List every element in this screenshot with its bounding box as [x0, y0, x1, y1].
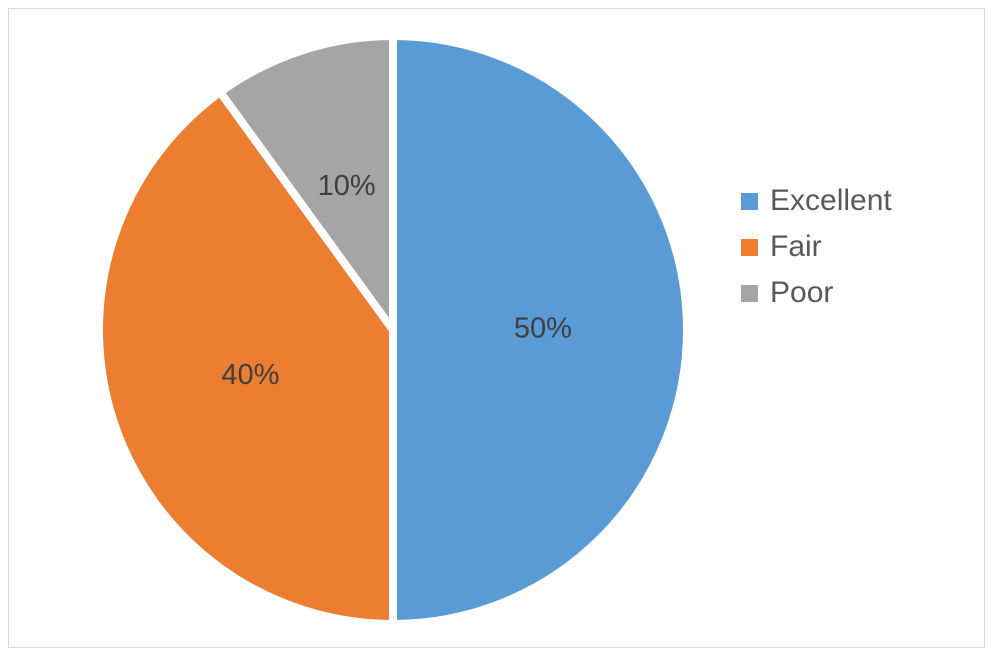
legend-label: Poor	[770, 276, 833, 309]
legend-label: Excellent	[770, 184, 892, 217]
legend-swatch	[741, 285, 758, 302]
data-label: 50%	[514, 313, 572, 345]
pie-slice	[95, 86, 397, 629]
pie-slice	[214, 31, 397, 343]
legend-swatch	[741, 239, 758, 256]
pie-slice	[389, 31, 691, 629]
data-label: 10%	[318, 170, 376, 202]
legend-swatch	[741, 193, 758, 210]
legend-label: Fair	[770, 230, 822, 263]
data-label: 40%	[221, 359, 279, 391]
